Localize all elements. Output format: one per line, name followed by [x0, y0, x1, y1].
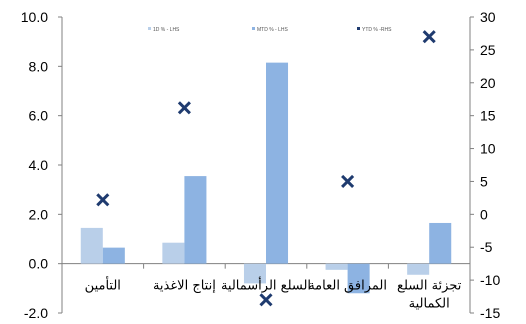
left-axis: -2.0 0.0 2.0 4.0 6.0 8.0 10.0: [21, 9, 63, 321]
right-tick-label: 15: [480, 108, 496, 124]
ytd-marker: [96, 193, 110, 207]
category-labels: التأمين إنتاج الاغذية السلع الرأسماليةالمر…: [85, 276, 462, 312]
left-tick-label: 8.0: [29, 58, 49, 74]
left-tick-label: 0.0: [29, 256, 49, 272]
ytd-marker: [259, 293, 273, 307]
legend-swatch: [357, 27, 360, 30]
left-tick-label: 10.0: [21, 9, 48, 25]
bar-1d: [243, 263, 266, 284]
left-tick-label: -2.0: [24, 305, 48, 321]
ytd-marker: [341, 174, 355, 189]
category-label: إنتاج الاغذية: [153, 279, 216, 294]
legend-label: MTD % - LHS: [257, 27, 289, 33]
ytd-marker: [177, 101, 191, 115]
bar-1d: [325, 263, 348, 270]
right-tick-label: -15: [480, 305, 500, 321]
right-tick-label: 30: [480, 9, 496, 25]
legend-label: 1D % - LHS: [153, 27, 180, 33]
right-tick-label: -5: [480, 239, 493, 255]
bar-mtd: [266, 62, 289, 264]
right-tick-label: -10: [480, 272, 500, 288]
legend: 1D % - LHS MTD % - LHS YTD % -RHS: [148, 27, 392, 33]
category-label: المرافق العامة: [308, 279, 387, 294]
left-tick-label: 2.0: [29, 206, 49, 222]
bar-mtd: [184, 176, 207, 264]
legend-swatch: [148, 27, 151, 30]
right-tick-label: 10: [480, 141, 496, 157]
left-tick-label: 6.0: [29, 108, 49, 124]
bar-1d: [80, 227, 103, 264]
category-label: السلع الرأسمالية: [221, 277, 311, 294]
bar-1d: [162, 242, 185, 264]
bar-1d: [407, 263, 430, 275]
bar-mtd: [347, 263, 370, 294]
ytd-marker: [422, 30, 436, 44]
left-tick-label: 4.0: [29, 157, 49, 173]
right-tick-label: 0: [480, 206, 488, 222]
category-label: تجزئة السلع: [397, 279, 462, 294]
plot-area: [62, 30, 470, 307]
category-label: التأمين: [85, 276, 121, 294]
legend-label: YTD % -RHS: [362, 27, 392, 33]
category-label: الكمالية: [409, 297, 450, 312]
right-tick-label: 25: [480, 42, 496, 58]
right-axis: -15 -10 -5 0 5 10 15 20 25 30: [469, 9, 500, 321]
bar-mtd: [429, 222, 452, 264]
right-tick-label: 5: [480, 173, 488, 189]
legend-swatch: [252, 27, 255, 30]
bar-mtd: [102, 247, 125, 264]
right-tick-label: 20: [480, 75, 496, 91]
